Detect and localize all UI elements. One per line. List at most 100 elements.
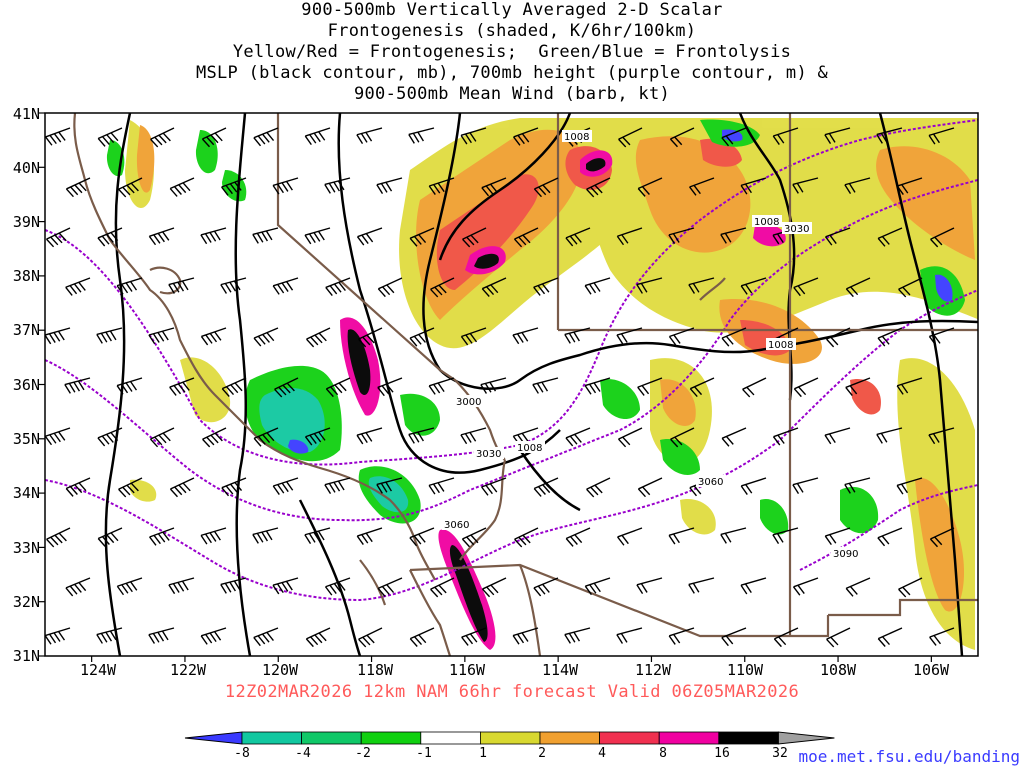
wind-barb-feather xyxy=(796,483,804,493)
wind-barb-feather xyxy=(45,136,53,146)
wind-barb-feather xyxy=(65,286,73,296)
wind-barb-feather xyxy=(692,283,700,293)
wind-barb xyxy=(252,527,279,536)
wind-barb xyxy=(305,427,331,438)
wind-barb xyxy=(514,527,539,540)
wind-barb-feather xyxy=(481,588,491,598)
wind-barb-feather xyxy=(262,434,271,444)
wind-barb-feather xyxy=(209,532,217,542)
wind-barb-feather xyxy=(157,631,165,642)
wind-barb xyxy=(741,477,767,487)
wind-barb-feather xyxy=(256,232,264,243)
wind-barb-feather xyxy=(725,335,734,345)
wind-barb xyxy=(202,427,227,440)
wind-barb xyxy=(97,427,123,439)
wind-barb-feather xyxy=(386,284,395,294)
wind-barb-feather xyxy=(778,636,787,646)
lat-label-33n: 33N xyxy=(12,539,40,557)
wind-barb-feather xyxy=(266,432,275,442)
wind-barb-feather xyxy=(430,588,439,598)
wind-barb-feather xyxy=(168,584,176,595)
wind-barb-feather xyxy=(928,434,936,445)
wind-barb-feather xyxy=(844,484,851,494)
wind-barb-feather xyxy=(161,630,169,641)
wind-barb-feather xyxy=(541,381,549,392)
wind-barb-feather xyxy=(849,385,858,395)
wind-barb-feather xyxy=(437,382,445,392)
wind-barb-feather xyxy=(158,134,167,144)
wind-barb-feather xyxy=(337,180,345,191)
wind-barb xyxy=(514,227,539,240)
wind-barb-feather xyxy=(672,233,680,243)
wind-barb-feather xyxy=(204,533,212,544)
wind-barb-feather xyxy=(896,185,904,195)
wind-barb-feather xyxy=(434,286,443,296)
wind-barb-feather xyxy=(465,334,473,344)
wind-barb-feather xyxy=(305,638,314,648)
wind-barb-feather xyxy=(725,435,734,445)
wind-barb-feather xyxy=(418,334,426,343)
wind-barb xyxy=(46,527,71,540)
colorbar-cell xyxy=(718,731,779,745)
wind-barb-feather xyxy=(253,337,262,347)
wind-barb xyxy=(617,227,643,237)
wind-barb xyxy=(170,477,195,490)
wind-barb-feather xyxy=(824,535,832,546)
wind-barb xyxy=(792,477,819,486)
wind-barb-feather xyxy=(413,235,422,245)
wind-barb xyxy=(408,427,435,436)
wind-barb-feather xyxy=(150,138,159,148)
wind-barb-feather xyxy=(481,486,489,496)
wind-barb-feather xyxy=(533,188,542,198)
wind-barb-feather xyxy=(74,484,83,494)
wind-barb-feather xyxy=(74,184,83,194)
wind-barb-feather xyxy=(616,634,624,644)
wind-barb-feather xyxy=(932,433,940,443)
wind-barb-feather xyxy=(413,535,422,545)
map-title: 900-500mb Vertically Averaged 2-D Scalar… xyxy=(0,0,1024,105)
wind-barb-feather xyxy=(233,580,241,591)
wind-barb-feather xyxy=(308,533,316,543)
wind-barb-feather xyxy=(669,138,678,148)
wind-barb-feather xyxy=(157,533,166,543)
wind-barb-feather xyxy=(121,584,129,594)
wind-barb-feather xyxy=(621,234,629,244)
wind-barb-feather xyxy=(356,535,364,545)
wind-barb-feather xyxy=(381,385,390,395)
wind-barb-feather xyxy=(929,636,937,646)
wind-barb-feather xyxy=(121,283,129,294)
wind-barb-feather xyxy=(880,432,888,443)
lon-label-110w: 110W xyxy=(726,661,764,679)
wind-barb-feather xyxy=(418,634,427,644)
wind-barb xyxy=(324,177,351,186)
wind-barb xyxy=(826,627,851,640)
wind-barb-feather xyxy=(333,283,342,293)
wind-barb-feather xyxy=(740,584,748,595)
wind-barb-feather xyxy=(110,132,119,142)
wind-barb-feather xyxy=(896,385,904,395)
wind-barb-feather xyxy=(413,335,422,345)
wind-barb xyxy=(637,377,663,388)
wind-barb xyxy=(824,127,851,136)
wind-barb-feather xyxy=(50,236,59,246)
wind-barb-feather xyxy=(100,332,108,343)
wind-barb-feather xyxy=(462,238,471,248)
wind-barb-feather xyxy=(569,536,578,545)
wind-barb xyxy=(97,527,123,540)
wind-barb-feather xyxy=(565,437,574,447)
wind-barb-feather xyxy=(65,188,74,198)
wind-barb xyxy=(461,627,487,638)
wind-barb-feather xyxy=(106,134,115,144)
wind-barb xyxy=(773,127,799,137)
wind-barb xyxy=(720,527,747,536)
wind-barb-feather xyxy=(725,135,734,145)
wind-barb xyxy=(565,527,591,540)
wind-barb-feather xyxy=(898,588,907,598)
wind-barb xyxy=(64,377,91,386)
wind-barb-feather xyxy=(200,534,208,545)
wind-barb xyxy=(274,377,299,390)
wind-barb-feather xyxy=(49,434,57,444)
wind-barb-feather xyxy=(380,183,388,193)
wind-barb-feather xyxy=(433,184,441,194)
wind-barb xyxy=(45,627,71,637)
